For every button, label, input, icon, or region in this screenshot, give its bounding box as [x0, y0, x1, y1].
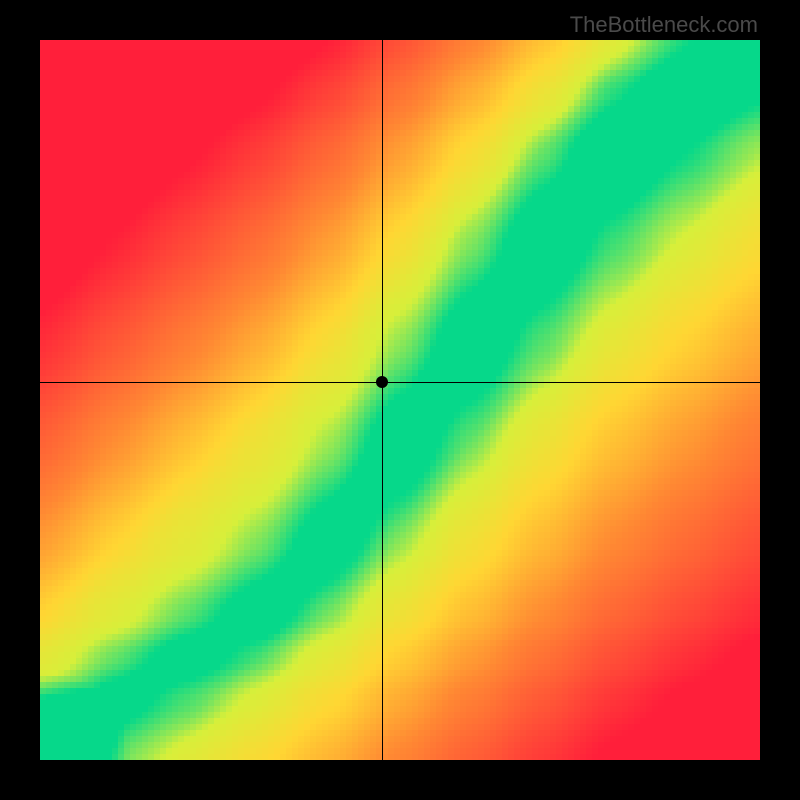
- bottleneck-heatmap: [40, 40, 760, 760]
- crosshair-horizontal: [40, 382, 760, 383]
- selection-marker: [376, 376, 388, 388]
- heatmap-canvas: [40, 40, 760, 760]
- crosshair-vertical: [382, 40, 383, 760]
- watermark-text: TheBottleneck.com: [570, 12, 758, 38]
